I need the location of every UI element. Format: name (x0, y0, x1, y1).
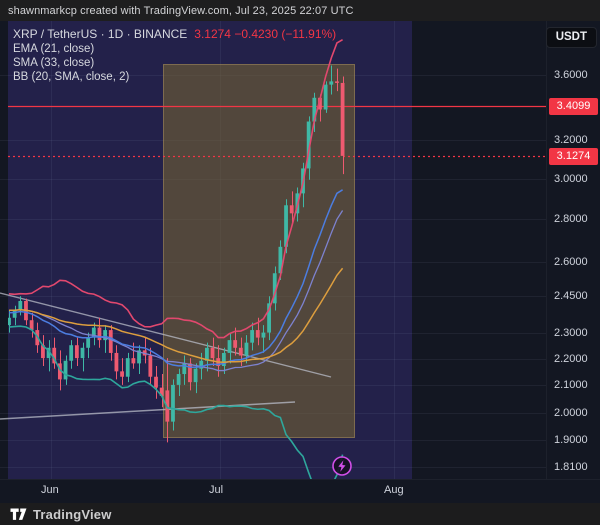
price-tick-label: 2.6000 (554, 256, 588, 268)
price-tick-label: 2.2000 (554, 353, 588, 365)
price-axis[interactable]: 3.6000 3.2000 3.0000 2.8000 2.6000 2.4500 2.30… (546, 21, 600, 479)
price-tick-label: 1.8100 (554, 461, 588, 473)
price-tick-label: 2.1000 (554, 379, 588, 391)
attribution-bar: shawnmarkcp created with TradingView.com… (0, 0, 600, 21)
price-tick-label: 2.4500 (554, 290, 588, 302)
symbol-title: XRP / TetherUS · 1D · BINANCE (13, 27, 188, 41)
price-tick-label: 2.0000 (554, 407, 588, 419)
time-tick-label: Jul (209, 484, 224, 496)
price-tick-label: 3.0000 (554, 173, 588, 185)
price-tick-label: 2.8000 (554, 213, 588, 225)
footer-bar: TradingView (0, 503, 600, 525)
legend-indicator-sma[interactable]: SMA (33, close) (13, 57, 95, 69)
legend-symbol-row[interactable]: XRP / TetherUS · 1D · BINANCE 3.1274 −0.4… (13, 27, 336, 41)
legend-indicator-bb[interactable]: BB (20, SMA, close, 2) (13, 71, 130, 83)
time-tick-label: Jun (41, 484, 59, 496)
price-tick-label: 2.3000 (554, 327, 588, 339)
price-tick-label: 1.9000 (554, 434, 588, 446)
attribution-text: shawnmarkcp created with TradingView.com… (8, 4, 354, 17)
boost-lightning-icon[interactable] (331, 455, 353, 477)
symbol-quote: 3.1274 −0.4230 (−11.91%) (194, 27, 337, 41)
tradingview-wordmark[interactable]: TradingView (33, 506, 112, 522)
alert-price-label: 3.4099 (549, 98, 598, 115)
time-tick-label: Aug (384, 484, 404, 496)
time-axis[interactable]: Jun Jul Aug (0, 479, 600, 503)
tradingview-logo-icon[interactable] (10, 508, 27, 521)
currency-toggle-button[interactable]: USDT (545, 27, 597, 48)
last-price-label: 3.1274 (549, 148, 598, 165)
chart-legend: XRP / TetherUS · 1D · BINANCE 3.1274 −0.4… (13, 27, 336, 84)
legend-indicator-ema[interactable]: EMA (21, close) (13, 43, 95, 55)
chart-pane[interactable] (0, 21, 600, 479)
price-tick-label: 3.2000 (554, 134, 588, 146)
price-chart-canvas[interactable] (0, 21, 600, 479)
price-tick-label: 3.6000 (554, 69, 588, 81)
